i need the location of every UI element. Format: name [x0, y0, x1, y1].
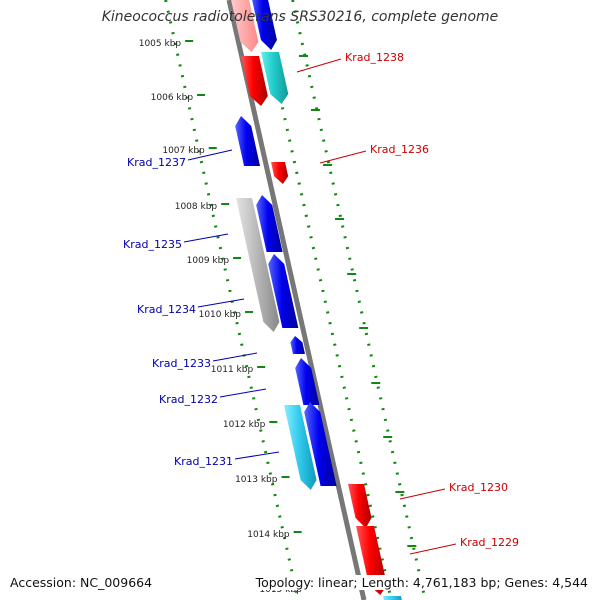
ruler-tick-label: 1010 kbp — [199, 310, 242, 320]
ruler-tick-label: 1009 kbp — [187, 256, 230, 266]
gene-arrow[interactable] — [261, 52, 289, 104]
ruler-tick-label: 1005 kbp — [139, 39, 182, 49]
gene-label[interactable]: Krad_1238 — [345, 51, 404, 64]
gene-label[interactable]: Krad_1236 — [370, 143, 429, 156]
ruler-tick-label: 1015 kbp — [259, 585, 302, 595]
gene-arrow[interactable] — [241, 56, 268, 106]
gene-arrow[interactable] — [235, 116, 261, 166]
gene-label[interactable]: Krad_1229 — [460, 536, 519, 549]
gene-label-leader — [187, 149, 233, 161]
genome-summary-text: Topology: linear; Length: 4,761,183 bp; … — [253, 575, 590, 590]
gene-label[interactable]: Krad_1231 — [174, 455, 233, 468]
gene-arrow[interactable] — [230, 0, 259, 52]
ruler-tick-label: 1011 kbp — [211, 365, 254, 375]
gene-label[interactable]: Krad_1233 — [152, 357, 211, 370]
gene-label[interactable]: Krad_1237 — [127, 156, 186, 169]
accession-text: Accession: NC_009664 — [8, 575, 155, 590]
gene-arrow[interactable] — [236, 198, 280, 332]
ruler-tick-label: 1012 kbp — [223, 420, 266, 430]
gene-label-leader — [296, 58, 342, 73]
ruler-tick-label: 1006 kbp — [151, 93, 194, 103]
gene-arrow[interactable] — [268, 254, 299, 328]
gene-arrow[interactable] — [256, 195, 283, 252]
ruler-tick-label: 1008 kbp — [175, 202, 218, 212]
gene-label-leader — [212, 352, 258, 362]
gene-label-leader — [319, 150, 367, 164]
gene-arrow[interactable] — [284, 405, 317, 490]
gene-arrow[interactable] — [295, 358, 320, 405]
ruler-tick-label: 1013 kbp — [235, 475, 278, 485]
gene-arrow[interactable] — [251, 0, 277, 50]
ruler-tick-label: 1007 kbp — [162, 146, 205, 156]
gene-label[interactable]: Krad_1230 — [449, 481, 508, 494]
gene-label[interactable]: Krad_1232 — [159, 393, 218, 406]
gene-label[interactable]: Krad_1234 — [137, 303, 196, 316]
ruler-tick-label: 1014 kbp — [247, 530, 290, 540]
gene-arrow[interactable] — [271, 162, 289, 184]
gene-arrow[interactable] — [383, 596, 403, 600]
gene-label-leader — [234, 451, 280, 460]
gene-arrow[interactable] — [304, 402, 337, 486]
gene-label-leader — [219, 388, 267, 398]
gene-label[interactable]: Krad_1235 — [123, 238, 182, 251]
gene-label-leader — [183, 233, 229, 243]
gene-label-leader — [409, 543, 457, 555]
gene-arrow[interactable] — [290, 336, 305, 354]
gene-arrow[interactable] — [348, 484, 372, 528]
genome-backbone — [226, 0, 367, 600]
gene-label-leader — [399, 488, 446, 500]
gene-label-leader — [197, 298, 245, 308]
genome-title: Kineococcus radiotolerans SRS30216, comp… — [101, 9, 499, 25]
